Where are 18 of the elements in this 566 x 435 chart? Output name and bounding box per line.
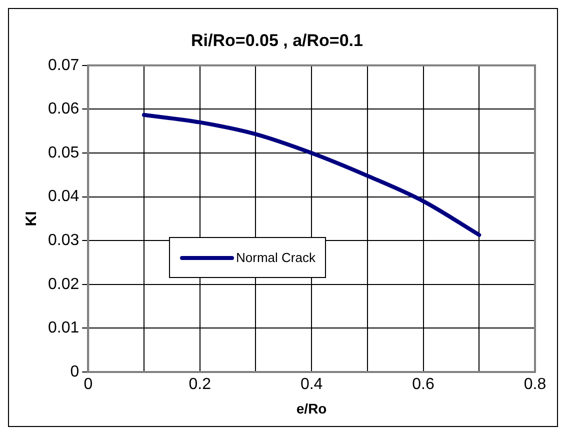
y-tick-label: 0.02 [48, 276, 80, 293]
x-tick-label: 0.8 [524, 376, 546, 394]
y-axis-title: KI [23, 211, 40, 226]
legend-label: Normal Crack [236, 250, 316, 265]
y-tick-label: 0.01 [48, 320, 80, 337]
y-tick-label: 0.05 [48, 144, 80, 162]
line-series [142, 112, 482, 237]
x-tick-label: 0.2 [188, 376, 212, 394]
x-tick-label: 0 [84, 376, 93, 394]
x-axis-title: e/Ro [296, 400, 327, 416]
x-tick-label: 0.4 [300, 376, 323, 394]
y-tick-label: 0.06 [48, 100, 80, 118]
y-tick-label: 0 [70, 363, 80, 380]
y-tick-label: 0.07 [48, 56, 80, 74]
x-tick-label: 0.6 [412, 376, 435, 394]
y-tick-label: 0.04 [48, 188, 80, 206]
chart-title: Ri/Ro=0.05 , a/Ro=0.1 [191, 30, 363, 50]
y-tick-label: 0.03 [48, 232, 80, 250]
